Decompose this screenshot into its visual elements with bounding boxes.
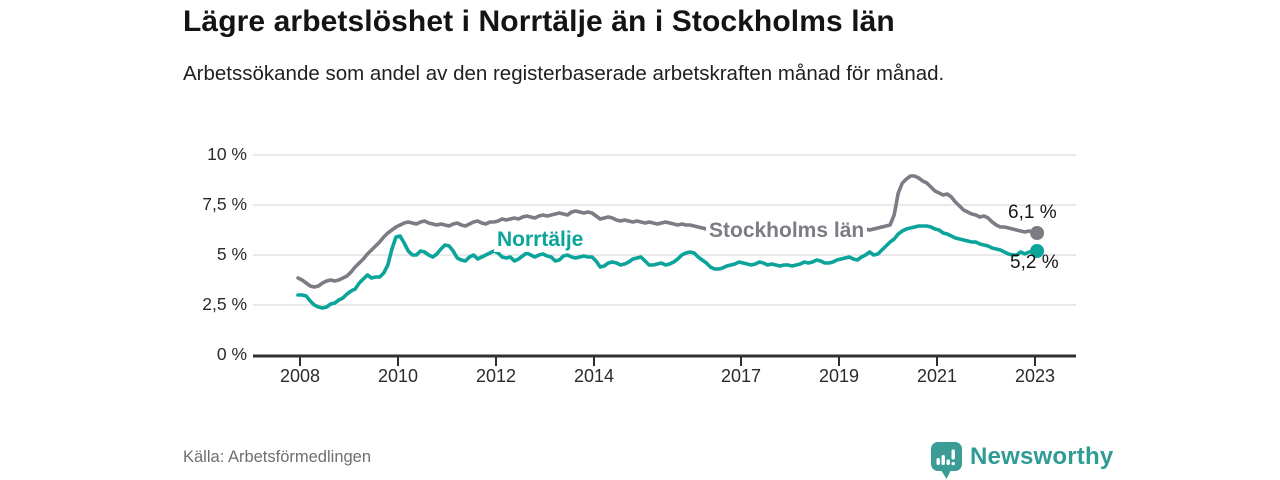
- y-tick-label: 2,5 %: [202, 294, 247, 314]
- source-note: Källa: Arbetsförmedlingen: [183, 448, 372, 466]
- x-tick-label: 2019: [818, 366, 860, 386]
- series-label-norrtalje: Norrtälje: [494, 227, 587, 252]
- x-tick-label: 2008: [279, 366, 321, 386]
- y-axis-labels: 0 % 2,5 % 5 % 7,5 % 10 %: [100, 0, 247, 480]
- chart-subtitle: Arbetssökande som andel av den registerb…: [183, 62, 945, 85]
- brand-logo: Newsworthy: [930, 441, 1113, 480]
- x-tick-label: 2010: [377, 366, 419, 386]
- y-tick-label: 5 %: [216, 244, 247, 264]
- series-end-dot-norrtalje: [1030, 244, 1045, 258]
- page-title: Lägre arbetslöshet i Norrtälje än i Stoc…: [183, 5, 895, 38]
- series-label-stockholms-lan: Stockholms län: [706, 218, 868, 243]
- end-value-label-norrtalje: 5,2 %: [1010, 252, 1059, 273]
- brand-name: Newsworthy: [970, 443, 1114, 470]
- x-tick-label: 2014: [573, 366, 615, 386]
- series-line-norrtalje: [296, 224, 1039, 310]
- y-tick-label: 0 %: [216, 344, 247, 364]
- newsworthy-bars-icon: [931, 442, 962, 479]
- end-value-label-stockholms-lan: 6,1 %: [1008, 202, 1057, 223]
- x-tick-label: 2021: [916, 366, 958, 386]
- x-tick-label: 2012: [475, 366, 517, 386]
- series-end-dot-stockholms-lan: [1030, 226, 1045, 240]
- x-tick-label: 2023: [1014, 366, 1056, 386]
- x-tick-label: 2017: [720, 366, 762, 386]
- series-line-stockholms-lan: [296, 174, 1039, 289]
- y-tick-label: 7,5 %: [202, 194, 247, 214]
- y-tick-label: 10 %: [207, 144, 247, 164]
